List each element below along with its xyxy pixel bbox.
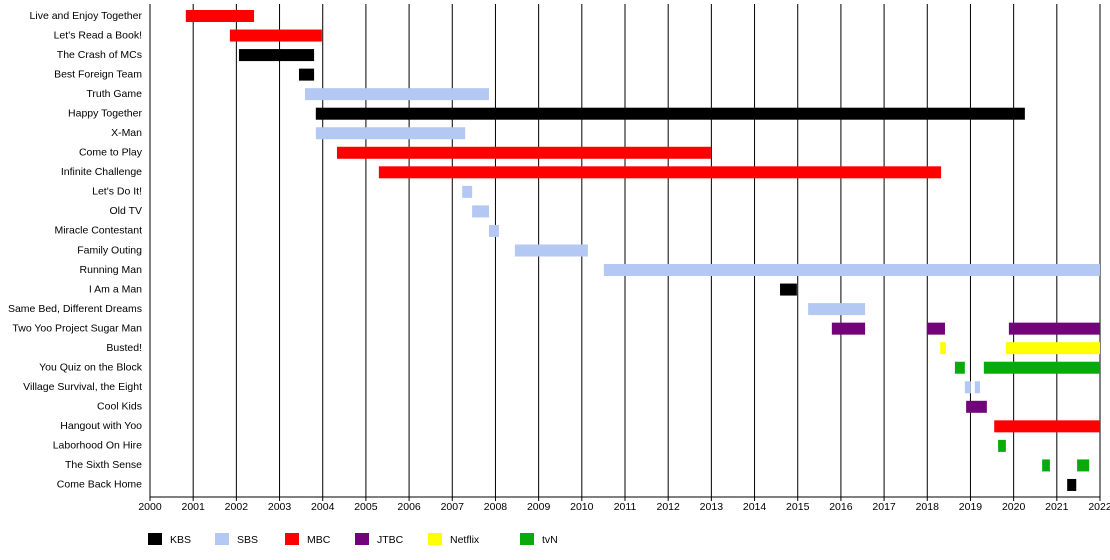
x-tick-label: 2022 — [1088, 501, 1110, 513]
bar — [831, 322, 866, 335]
legend-label: MBC — [307, 534, 331, 546]
x-tick-label: 2019 — [959, 501, 983, 513]
row-label: Let's Do It! — [92, 186, 142, 198]
row-label: Let's Read a Book! — [54, 29, 142, 41]
bar — [1005, 342, 1100, 355]
bar — [238, 49, 315, 62]
row-label: The Sixth Sense — [65, 459, 142, 471]
x-tick-label: 2016 — [829, 501, 853, 513]
x-tick-label: 2021 — [1045, 501, 1069, 513]
legend-label: Netflix — [450, 534, 480, 546]
bar — [808, 303, 866, 316]
bar — [994, 420, 1100, 433]
x-tick-label: 2017 — [872, 501, 896, 513]
bar — [315, 127, 466, 140]
bar — [378, 166, 942, 179]
legend-swatch — [428, 533, 442, 545]
row-label: Happy Together — [68, 107, 142, 119]
x-tick-label: 2002 — [225, 501, 249, 513]
row-label: Miracle Contestant — [54, 225, 142, 237]
row-label: Best Foreign Team — [54, 68, 142, 80]
bar — [185, 10, 255, 22]
bar — [964, 381, 971, 394]
bar — [305, 88, 489, 101]
row-label: Come to Play — [79, 147, 143, 159]
legend-swatch — [215, 533, 229, 545]
bar — [488, 224, 499, 237]
x-tick-label: 2014 — [743, 501, 767, 513]
row-label: Old TV — [110, 205, 142, 217]
bar — [974, 381, 980, 394]
x-tick-label: 2020 — [1002, 501, 1026, 513]
legend-label: JTBC — [377, 534, 404, 546]
row-label: Two Yoo Project Sugar Man — [12, 322, 142, 334]
x-tick-label: 2008 — [484, 501, 508, 513]
legend-swatch — [520, 533, 534, 545]
x-tick-label: 2001 — [182, 501, 206, 513]
row-label: Live and Enjoy Together — [30, 10, 143, 22]
row-label: I Am a Man — [89, 283, 142, 295]
row-label: Infinite Challenge — [61, 166, 142, 178]
x-tick-label: 2015 — [786, 501, 810, 513]
bar — [940, 342, 946, 355]
bar — [966, 400, 987, 413]
row-label: You Quiz on the Block — [39, 362, 143, 374]
row-label: X-Man — [111, 127, 142, 139]
x-tick-label: 2009 — [527, 501, 551, 513]
row-label: Truth Game — [86, 88, 142, 100]
x-tick-label: 2006 — [397, 501, 421, 513]
x-tick-label: 2007 — [441, 501, 465, 513]
legend-swatch — [148, 533, 162, 545]
bar — [998, 439, 1006, 452]
bar — [603, 264, 1100, 277]
x-tick-label: 2003 — [268, 501, 292, 513]
bar — [1008, 322, 1100, 335]
row-label: Family Outing — [77, 244, 142, 256]
bar — [954, 361, 965, 374]
bar — [336, 146, 711, 159]
row-label: Hangout with Yoo — [60, 420, 142, 432]
row-label: The Crash of MCs — [57, 49, 142, 61]
x-tick-label: 2000 — [138, 501, 162, 513]
row-label: Village Survival, the Eight — [23, 381, 142, 393]
bar — [1067, 478, 1077, 491]
x-tick-label: 2011 — [614, 501, 637, 513]
bar — [462, 185, 473, 198]
bar — [315, 107, 1025, 120]
legend-label: KBS — [170, 534, 191, 546]
row-label: Busted! — [106, 342, 142, 354]
x-tick-label: 2010 — [570, 501, 594, 513]
row-label: Running Man — [80, 264, 143, 276]
bar — [1077, 459, 1090, 472]
legend-swatch — [355, 533, 369, 545]
legend-swatch — [285, 533, 299, 545]
bar — [983, 361, 1100, 374]
bar — [1042, 459, 1050, 472]
x-tick-label: 2012 — [657, 501, 681, 513]
row-label: Cool Kids — [97, 401, 142, 413]
bar — [472, 205, 489, 218]
row-label: Laborhood On Hire — [53, 440, 142, 452]
x-tick-label: 2018 — [916, 501, 940, 513]
x-tick-label: 2004 — [311, 501, 335, 513]
bar — [514, 244, 588, 257]
bar — [926, 322, 945, 335]
row-label: Same Bed, Different Dreams — [8, 303, 142, 315]
x-tick-label: 2013 — [700, 501, 724, 513]
legend-label: SBS — [237, 534, 258, 546]
legend-label: tvN — [542, 534, 558, 546]
x-tick-label: 2005 — [354, 501, 378, 513]
bar — [298, 68, 315, 81]
bar — [780, 283, 797, 296]
row-label: Come Back Home — [57, 479, 142, 491]
bar — [229, 29, 322, 42]
